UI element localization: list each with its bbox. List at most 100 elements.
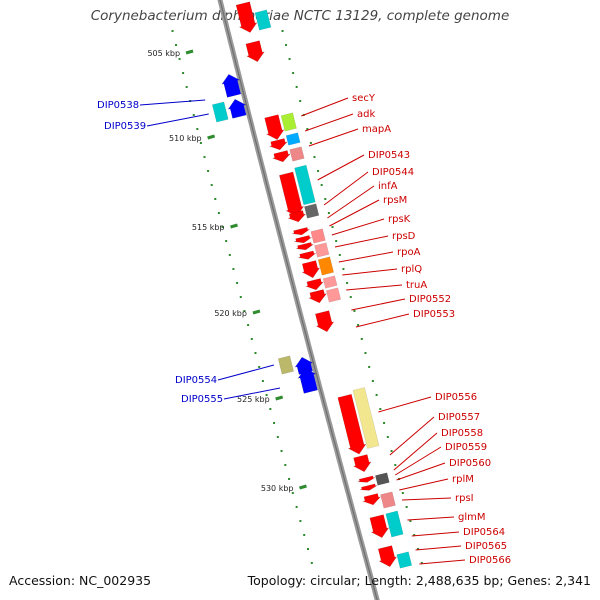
lane-dot [313, 156, 316, 158]
category-box [352, 387, 380, 449]
lane-dot [383, 422, 386, 424]
forward-cds [264, 114, 285, 140]
lane-dot [295, 86, 298, 88]
category-box-body [314, 242, 330, 258]
forward-cds [298, 250, 317, 260]
category-box [304, 203, 320, 219]
category-box [322, 275, 338, 289]
category-box-body [280, 112, 297, 132]
lane-dot [258, 366, 261, 368]
forward-cds-body [245, 40, 265, 63]
category-box-body [289, 146, 305, 162]
tick-label: 510 kbp [169, 134, 202, 143]
gene-label-dip0558: DIP0558 [441, 428, 483, 439]
lane-dot [401, 492, 404, 494]
forward-cds [362, 493, 382, 506]
forward-cds-body [337, 393, 367, 455]
lane-dot [338, 254, 341, 256]
gene-label-dip0552: DIP0552 [409, 294, 451, 305]
lane-dot [269, 408, 272, 410]
lane-dot [243, 310, 246, 312]
forward-cds-body [264, 114, 285, 140]
leader-line [355, 313, 410, 328]
forward-cds [296, 242, 314, 251]
leader-line [146, 113, 209, 127]
lane-dot [280, 450, 283, 452]
accession-text: Accession: NC_002935 [9, 573, 152, 588]
lane-dot [375, 394, 378, 396]
gene-label-rpsd: rpsD [392, 231, 416, 242]
category-box [254, 9, 272, 31]
gene-label-glmm: glmM [458, 512, 486, 523]
lane-dot [417, 548, 420, 550]
lane-dot [288, 58, 291, 60]
forward-cds-body [294, 235, 312, 244]
leader-line [317, 154, 365, 181]
gene-label-dip0559: DIP0559 [445, 442, 487, 453]
forward-cds [301, 260, 321, 279]
lane-dot [203, 156, 206, 158]
leader-line [411, 531, 460, 537]
category-box [289, 146, 305, 162]
map-title: Corynebacterium diphtheriae NCTC 13129, … [90, 8, 510, 24]
category-box-body [310, 228, 326, 244]
forward-cds-body [296, 242, 314, 251]
reverse-cds-body [227, 98, 247, 119]
reverse-category-box-body [277, 355, 294, 375]
tick-mark [252, 309, 261, 315]
forward-cds-body [271, 150, 291, 163]
lane-dot [171, 30, 174, 32]
category-box-body [317, 256, 334, 276]
forward-cds [268, 138, 288, 151]
forward-cds-body [268, 138, 288, 151]
gene-label-dip0544: DIP0544 [372, 167, 414, 178]
lane-dot [199, 142, 202, 144]
lane-dot [217, 212, 220, 214]
tick-mark [185, 49, 194, 55]
category-box [380, 491, 396, 509]
lane-dot [371, 380, 374, 382]
leader-line [139, 99, 206, 106]
tick-mark [207, 134, 216, 140]
gene-label-trua: truA [406, 280, 427, 291]
tick-label: 515 kbp [192, 223, 225, 232]
tick-mark [299, 484, 307, 490]
lane-dot [247, 324, 250, 326]
forward-cds-body [287, 210, 307, 223]
gene-label-rplq: rplQ [401, 264, 422, 275]
leader-line [217, 364, 275, 381]
forward-cds [305, 278, 325, 291]
leader-line [393, 432, 438, 471]
reverse-cds [227, 98, 247, 119]
leader-line [346, 284, 403, 291]
leader-line [395, 446, 442, 476]
lane-dot [239, 296, 242, 298]
topology-text: Topology: circular; Length: 2,488,635 bp… [247, 573, 591, 588]
forward-cds-body [359, 483, 378, 491]
lane-dot [324, 198, 327, 200]
lane-dot [386, 436, 389, 438]
leader-line [301, 97, 349, 117]
lane-dot [276, 436, 279, 438]
lane-dot [192, 114, 195, 116]
leader-line [331, 218, 385, 236]
category-box-body [396, 551, 413, 569]
lane-dot [285, 44, 288, 46]
category-box-body [285, 132, 301, 146]
lane-dot [360, 338, 363, 340]
category-box [285, 132, 301, 146]
tick-label: 530 kbp [261, 484, 294, 493]
reverse-cds-body [221, 74, 242, 98]
forward-cds-body [315, 310, 335, 333]
forward-cds-body [305, 278, 325, 291]
lane-dot [281, 30, 284, 32]
forward-cds [292, 227, 310, 236]
category-box [280, 112, 297, 132]
forward-cds-body [352, 454, 372, 473]
lane-dot [309, 142, 312, 144]
lane-dot [178, 58, 181, 60]
lane-dot [413, 534, 416, 536]
lane-dot [405, 506, 408, 508]
forward-cds-body [377, 545, 398, 568]
scale-ticks: 505 kbp 510 kbp 515 kbp 520 kbp 525 kbp 530 k… [147, 49, 307, 493]
